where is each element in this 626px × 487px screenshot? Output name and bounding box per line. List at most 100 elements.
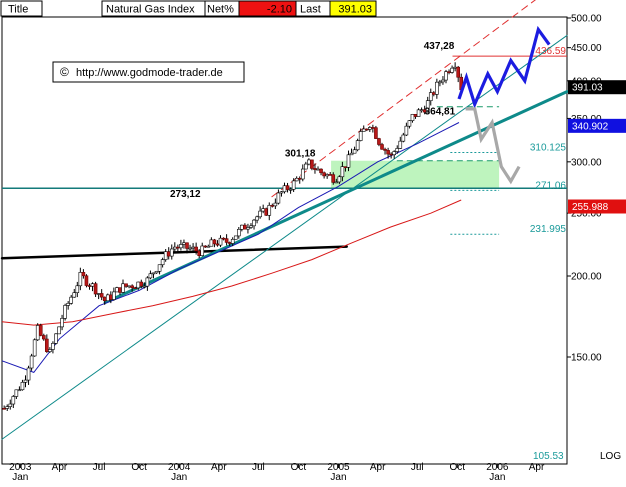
log-scale-label[interactable]: LOG	[600, 451, 621, 462]
price-bar-body	[416, 109, 421, 117]
price-bar-body	[157, 264, 162, 272]
price-bar-body	[54, 333, 58, 344]
price-bar-body	[441, 79, 445, 83]
price-bar-body	[69, 296, 74, 304]
watermark: © http://www.godmode-trader.de	[52, 61, 245, 83]
price-bar-11	[35, 323, 40, 342]
price-bar-body	[78, 272, 83, 287]
price-bar-body	[194, 246, 198, 252]
price-bar-body	[84, 275, 89, 286]
level-label-5: 231.995	[530, 224, 567, 235]
price-bar-126	[386, 147, 390, 159]
price-bar-5	[17, 386, 22, 392]
price-bar-body	[51, 342, 55, 350]
price-bar-body	[154, 270, 159, 274]
price-bar-body	[255, 216, 259, 221]
price-bar-body	[270, 205, 275, 207]
price-bar-71	[218, 235, 223, 248]
x-tick-label-3: Oct	[131, 462, 147, 473]
price-bar-body	[145, 277, 150, 287]
price-bar-body	[230, 238, 235, 244]
level-label-4: 271.06	[535, 180, 566, 191]
price-bar-7	[23, 375, 28, 388]
watermark-box	[52, 61, 245, 83]
price-bar-77	[236, 227, 241, 239]
x-tick-label-0: 2003	[9, 462, 32, 473]
price-bar-50	[154, 270, 159, 274]
price-bar-body	[352, 149, 357, 154]
price-bar-body	[264, 208, 269, 216]
price-bar-body	[368, 127, 372, 130]
price-bar-body	[246, 227, 250, 230]
price-bar-49	[151, 272, 156, 279]
price-bar-body	[57, 326, 61, 335]
ma-long	[1, 199, 462, 326]
price-bar-90	[276, 189, 281, 205]
price-bar-9	[29, 353, 34, 371]
price-bar-body	[221, 237, 226, 240]
watermark-url[interactable]: http://www.godmode-trader.de	[76, 67, 223, 79]
price-bar-73	[224, 234, 229, 246]
price-bar-17	[54, 333, 58, 345]
price-bar-42	[130, 284, 134, 292]
price-bar-body	[334, 181, 339, 184]
price-bar-body	[407, 120, 412, 127]
price-bar-14	[45, 334, 49, 353]
price-bar-body	[118, 287, 122, 293]
price-bars-layer	[2, 62, 464, 411]
price-bar-body	[124, 283, 128, 287]
price-bar-24	[75, 281, 80, 298]
price-bar-body	[432, 92, 436, 95]
price-bar-114	[349, 148, 354, 156]
y-min-label: 105.53	[533, 451, 564, 462]
plot-frame	[1, 16, 568, 465]
y-tick-label-2: 250.00	[571, 209, 602, 220]
last-value: 391.03	[338, 4, 372, 16]
price-bar-body	[5, 406, 10, 409]
price-bar-body	[450, 67, 454, 73]
price-bar-body	[191, 246, 195, 249]
price-bar-body	[377, 138, 381, 145]
price-bar-body	[364, 128, 369, 131]
price-bar-144	[441, 76, 445, 85]
price-bar-body	[218, 237, 223, 246]
price-bar-47	[145, 276, 150, 291]
trend-red-dashed	[271, 0, 537, 198]
price-bar-93	[285, 182, 290, 193]
price-bar-body	[258, 210, 262, 218]
price-bar-84	[258, 206, 262, 219]
header-bar: Title Natural Gas Index Net% -2.10 Last …	[0, 0, 626, 17]
price-bar-body	[14, 389, 19, 397]
level-label-2: 310.125	[530, 142, 567, 153]
price-bar-86	[264, 207, 269, 216]
price-bar-75	[230, 237, 235, 247]
price-bar-body	[206, 245, 211, 248]
price-bar-body	[346, 154, 351, 168]
price-bar-18	[57, 326, 61, 335]
price-bar-101	[310, 159, 314, 171]
price-bar-132	[404, 122, 409, 137]
price-bar-91	[279, 191, 284, 197]
price-bar-body	[428, 92, 433, 102]
price-bar-124	[380, 142, 384, 150]
green-zone-layer	[331, 160, 500, 189]
price-bar-body	[383, 148, 387, 151]
price-bar-body	[401, 134, 406, 142]
price-bar-0	[2, 405, 6, 410]
price-bar-body	[26, 367, 31, 381]
price-bar-body	[188, 247, 192, 250]
price-bar-46	[142, 282, 147, 289]
price-bar-body	[316, 168, 320, 171]
price-bar-8	[26, 365, 31, 385]
x-tick-sublabel-0: Jan	[12, 472, 28, 482]
price-bar-body	[133, 287, 137, 290]
price-bar-body	[142, 285, 147, 288]
price-bar-body	[389, 153, 393, 156]
price-bar-39	[121, 279, 125, 294]
price-bar-body	[267, 205, 272, 216]
price-bar-body	[2, 408, 6, 410]
price-bar-22	[69, 294, 74, 305]
title-field[interactable]	[0, 0, 43, 17]
price-bar-body	[224, 238, 229, 243]
